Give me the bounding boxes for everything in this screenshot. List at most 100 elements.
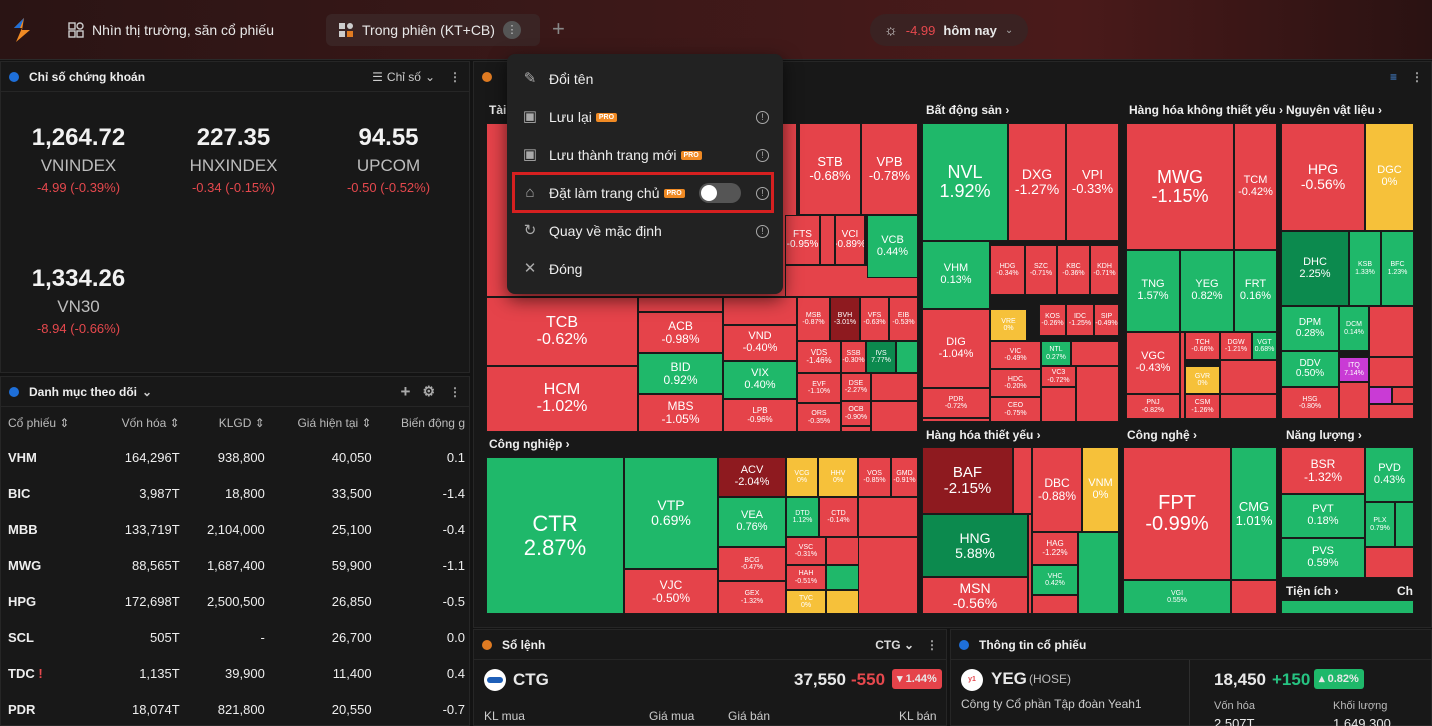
heatmap-cell-kbc[interactable]: KBC -0.36% — [1057, 245, 1090, 295]
table-row[interactable]: VHM 164,296T 938,800 40,050 0.1 — [1, 439, 469, 475]
heatmap-cell-kos[interactable]: KOS -0.26% — [1039, 304, 1066, 336]
heatmap-cell-eib[interactable]: EIB -0.53% — [889, 297, 918, 341]
watchlist-title[interactable]: Danh mục theo dõi — [29, 384, 137, 399]
heatmap-cell-dse[interactable]: DSE -2.27% — [841, 373, 871, 401]
heatmap-cell-stb[interactable]: STB -0.68% — [799, 123, 861, 215]
table-row[interactable]: MWG 88,565T 1,687,400 59,900 -1.1 — [1, 547, 469, 583]
heatmap-cell-pvd[interactable]: PVD 0.43% — [1365, 447, 1414, 502]
heatmap-cell-acv[interactable]: ACV -2.04% — [718, 457, 786, 497]
index-card[interactable]: 1,334.26 VN30 -8.94 (-0.66%) — [11, 265, 146, 336]
heatmap-cell-vhm[interactable]: VHM 0.13% — [922, 241, 990, 309]
heatmap-cell-tcm[interactable]: TCM -0.42% — [1234, 123, 1277, 250]
heatmap-cell-ors[interactable]: ORS -0.35% — [797, 403, 841, 432]
more-vertical-icon[interactable]: ⋮ — [1411, 70, 1423, 84]
index-card[interactable]: 1,264.72 VNINDEX -4.99 (-0.39%) — [11, 124, 146, 195]
heatmap-cell-gmd[interactable]: GMD -0.91% — [891, 457, 918, 497]
heatmap-cell-bsr[interactable]: BSR -1.32% — [1281, 447, 1365, 494]
menu-item-set-home[interactable]: ⌂ Đặt làm trang chủ PRO! — [507, 174, 783, 212]
heatmap-cell-vic[interactable]: VIC -0.49% — [990, 341, 1041, 369]
heatmap-cell-dpm[interactable]: DPM 0.28% — [1281, 306, 1339, 351]
table-row[interactable]: TDC ! 1,135T 39,900 11,400 0.4 — [1, 655, 469, 691]
table-row[interactable]: HPG 172,698T 2,500,500 26,850 -0.5 — [1, 583, 469, 619]
heatmap-cell-hcm[interactable]: HCM -1.02% — [486, 366, 638, 432]
heatmap-cell-vcb[interactable]: VCB 0.44% — [867, 215, 918, 278]
filter-icon[interactable]: ≡ — [1389, 70, 1397, 84]
heatmap-cell-vgi[interactable]: VGI 0.55% — [1123, 580, 1231, 614]
menu-item-reset[interactable]: ↻ Quay về mặc định! — [507, 212, 783, 250]
heatmap-cell-itq[interactable]: ITQ 7.14% — [1339, 357, 1369, 382]
heatmap-cell-hhv[interactable]: HHV 0% — [818, 457, 858, 497]
heatmap-cell-ivs[interactable]: IVS 7.77% — [866, 341, 896, 373]
heatmap-cell-vix[interactable]: VIX 0.40% — [723, 361, 797, 399]
more-vertical-icon[interactable]: ⋮ — [449, 384, 461, 399]
heatmap-cell-plx[interactable]: PLX 0.79% — [1365, 502, 1395, 547]
heatmap-cell-ctr[interactable]: CTR 2.87% — [486, 457, 624, 614]
heatmap-cell-vc3[interactable]: VC3 -0.72% — [1041, 366, 1076, 387]
heatmap-cell-hah[interactable]: HAH -0.51% — [786, 565, 826, 590]
heatmap-cell-vds[interactable]: VDS -1.46% — [797, 341, 841, 373]
info-icon[interactable]: ! — [756, 148, 769, 162]
heatmap-cell-szc[interactable]: SZC -0.71% — [1025, 245, 1057, 295]
sector-label-partial[interactable]: Ch — [1397, 584, 1413, 598]
heatmap-cell-hag[interactable]: HAG -1.22% — [1032, 532, 1078, 565]
add-icon[interactable]: + — [400, 381, 411, 401]
table-row[interactable]: SCL 505T - 26,700 0.0 — [1, 619, 469, 655]
heatmap-cell-vpb[interactable]: VPB -0.78% — [861, 123, 918, 215]
heatmap-cell-msb[interactable]: MSB -0.87% — [797, 297, 830, 341]
index-card[interactable]: 94.55 UPCOM -0.50 (-0.52%) — [321, 124, 456, 195]
sector-label-discretionary[interactable]: Hàng hóa không thiết yếu › — [1129, 103, 1284, 117]
heatmap-cell-evf[interactable]: EVF -1.10% — [797, 373, 841, 403]
heatmap-cell-vcg[interactable]: VCG 0% — [786, 457, 818, 497]
heatmap-cell-pvs[interactable]: PVS 0.59% — [1281, 538, 1365, 578]
heatmap-cell-dhc[interactable]: DHC 2.25% — [1281, 231, 1349, 306]
heatmap-cell-vos[interactable]: VOS -0.85% — [858, 457, 891, 497]
info-icon[interactable]: ! — [756, 224, 769, 238]
heatmap-cell-ceo[interactable]: CEO -0.75% — [990, 397, 1041, 422]
heatmap-cell-cmg[interactable]: CMG 1.01% — [1231, 447, 1277, 580]
tab-market-view[interactable]: Nhìn thị trường, săn cổ phiếu — [56, 14, 286, 46]
heatmap-cell-dig[interactable]: DIG -1.04% — [922, 309, 990, 388]
market-summary-pill[interactable]: ☼ -4.99 hôm nay ⌄ — [870, 14, 1028, 46]
table-row[interactable]: PDR 18,074T 821,800 20,550 -0.7 — [1, 691, 469, 725]
heatmap-cell-vre[interactable]: VRE 0% — [990, 309, 1027, 341]
column-header[interactable]: Biến động g — [400, 416, 465, 430]
heatmap-cell-sip[interactable]: SIP -0.49% — [1094, 304, 1119, 336]
heatmap-cell-vhc[interactable]: VHC 0.42% — [1032, 565, 1078, 595]
heatmap-cell-ddv[interactable]: DDV 0.50% — [1281, 351, 1339, 387]
heatmap-cell-frt[interactable]: FRT 0.16% — [1234, 250, 1277, 332]
sector-label-technology[interactable]: Công nghệ › — [1127, 428, 1197, 442]
heatmap-cell-kdh[interactable]: KDH -0.71% — [1090, 245, 1119, 295]
info-icon[interactable]: ! — [756, 186, 769, 200]
app-logo-icon[interactable] — [10, 16, 34, 44]
heatmap-cell-vea[interactable]: VEA 0.76% — [718, 497, 786, 547]
heatmap-cell-vnd[interactable]: VND -0.40% — [723, 325, 797, 361]
add-tab-button[interactable]: + — [552, 16, 565, 41]
heatmap-cell-baf[interactable]: BAF -2.15% — [922, 447, 1013, 514]
heatmap-cell-lpb[interactable]: LPB -0.96% — [723, 399, 797, 432]
heatmap-cell-gvr[interactable]: GVR 0% — [1185, 366, 1220, 394]
heatmap-cell-ssb[interactable]: SSB -0.30% — [841, 341, 866, 373]
heatmap-cell-ksb[interactable]: KSB 1.33% — [1349, 231, 1381, 306]
sector-label-finance[interactable]: Tài — [489, 103, 507, 117]
heatmap-cell-tvc[interactable]: TVC 0% — [786, 590, 826, 614]
heatmap-cell-tch[interactable]: TCH -0.66% — [1185, 332, 1220, 360]
info-icon[interactable]: ! — [756, 110, 769, 124]
gear-icon[interactable]: ⚙ — [422, 383, 435, 399]
heatmap-cell-ocb[interactable]: OCB -0.90% — [841, 401, 871, 426]
heatmap-cell-dbc[interactable]: DBC -0.88% — [1032, 447, 1082, 532]
column-header[interactable]: Giá hiện tại ⇕ — [297, 416, 372, 430]
heatmap-cell-vnm[interactable]: VNM 0% — [1082, 447, 1119, 532]
tab-more-button[interactable]: ⋮ — [502, 21, 521, 39]
home-toggle[interactable] — [698, 183, 741, 203]
index-card[interactable]: 227.35 HNXINDEX -0.34 (-0.15%) — [166, 124, 301, 195]
heatmap-cell-tng[interactable]: TNG 1.57% — [1126, 250, 1180, 332]
heatmap-cell-vci[interactable]: VCI -0.89% — [835, 215, 865, 265]
heatmap-cell-mbs[interactable]: MBS -1.05% — [638, 394, 723, 432]
heatmap-cell-hpg[interactable]: HPG -0.56% — [1281, 123, 1365, 231]
chevron-down-icon[interactable]: ⌄ — [142, 384, 153, 399]
heatmap-cell-mwg[interactable]: MWG -1.15% — [1126, 123, 1234, 250]
heatmap-cell-ntl[interactable]: NTL 0.27% — [1041, 341, 1071, 366]
heatmap-cell-vgc[interactable]: VGC -0.43% — [1126, 332, 1180, 394]
heatmap-cell-vjc[interactable]: VJC -0.50% — [624, 569, 718, 614]
heatmap-cell-yeg[interactable]: YEG 0.82% — [1180, 250, 1234, 332]
